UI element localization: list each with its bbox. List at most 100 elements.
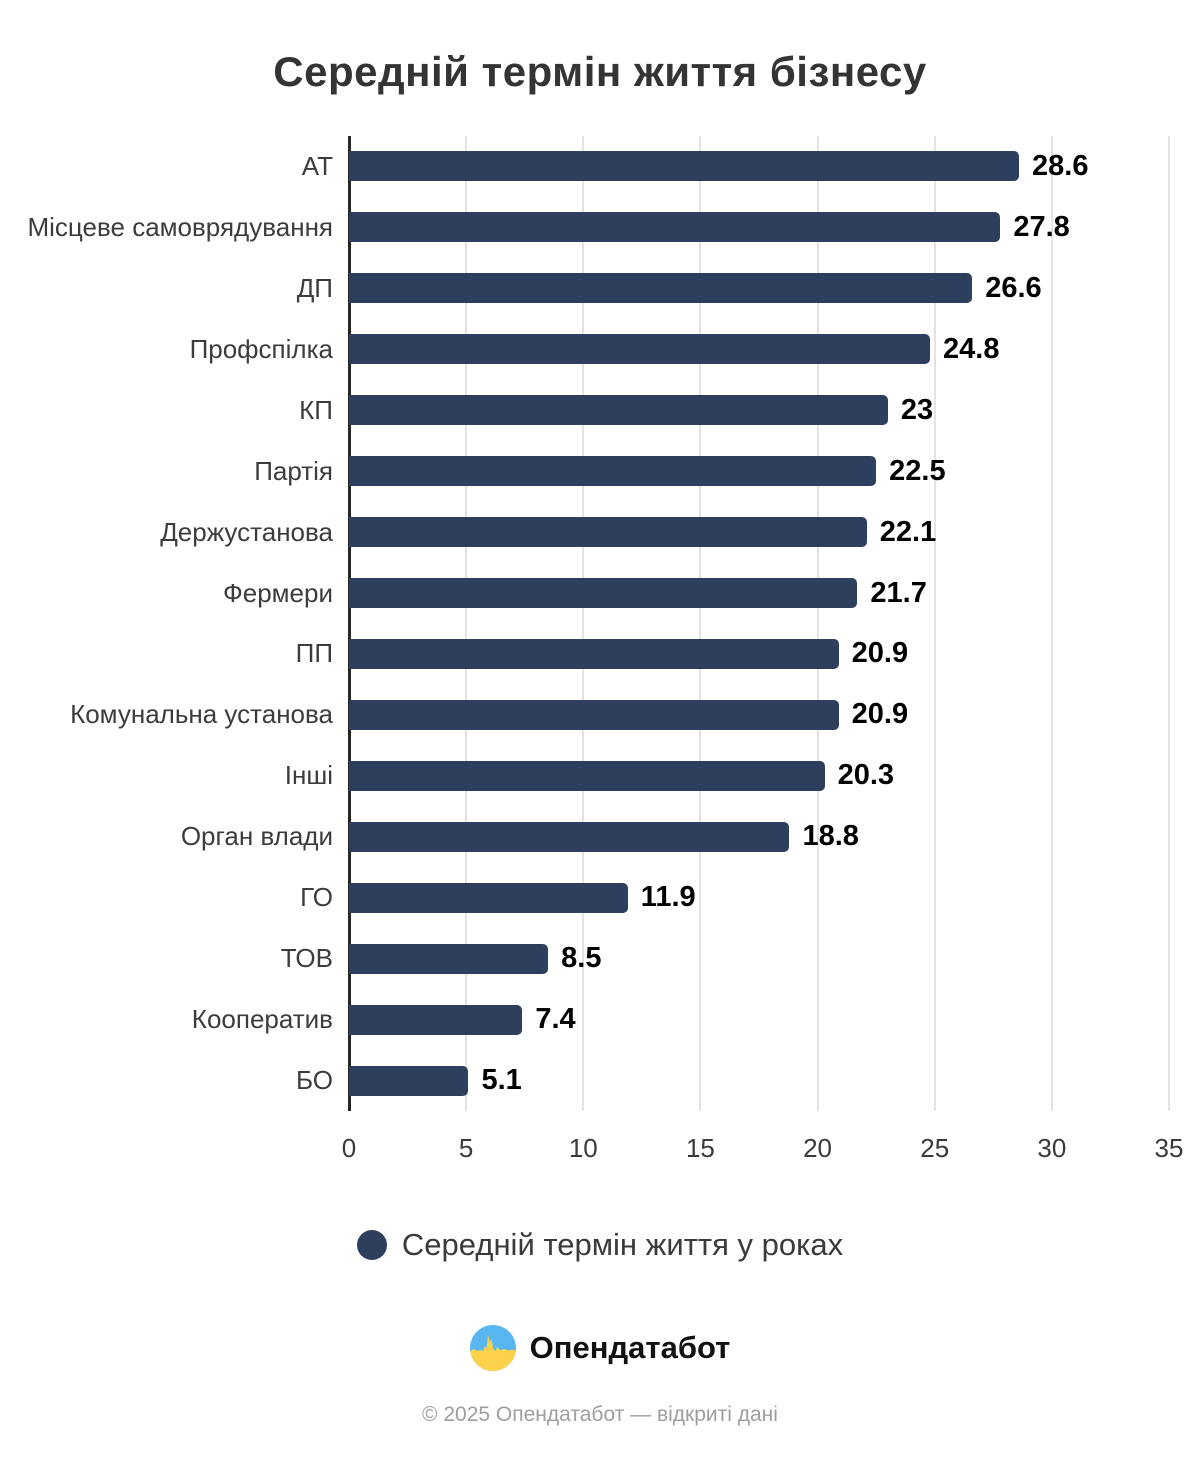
value-label: 26.6 <box>985 271 1042 304</box>
value-label: 20.9 <box>851 698 909 731</box>
bar <box>349 1065 469 1096</box>
bar <box>349 334 931 365</box>
bar <box>349 517 867 548</box>
bar-group: 20.9 <box>349 637 1169 670</box>
bar-group: 22.5 <box>349 455 1169 488</box>
table-row: Держустанова 22.1 <box>160 502 1169 563</box>
bar <box>349 760 825 791</box>
bar <box>349 151 1020 182</box>
table-row: Профспілка 24.8 <box>190 319 1169 380</box>
bar-group: 24.8 <box>349 333 1169 366</box>
bar-group: 28.6 <box>349 150 1169 183</box>
legend-marker-icon <box>356 1230 387 1260</box>
category-label: Профспілка <box>189 333 333 364</box>
bar <box>349 273 973 304</box>
x-tick-label: 35 <box>1154 1133 1184 1163</box>
category-label: БО <box>296 1065 333 1096</box>
category-label: Фермери <box>222 577 333 608</box>
gridline <box>1050 136 1053 1111</box>
gridline <box>816 136 819 1111</box>
legend-label: Середній термін життя у роках <box>401 1227 844 1262</box>
table-row: ГО 11.9 <box>300 867 1169 928</box>
bar <box>349 456 877 487</box>
table-row: БО 5.1 <box>296 1050 1169 1111</box>
category-label: КП <box>299 394 333 425</box>
value-label: 20.9 <box>851 637 909 670</box>
x-tick-label: 15 <box>685 1133 715 1163</box>
y-axis-line <box>348 136 351 1111</box>
table-row: ДП 26.6 <box>297 258 1169 319</box>
table-row: Кооператив 7.4 <box>192 989 1169 1050</box>
bar <box>349 821 790 852</box>
gridline <box>582 136 585 1111</box>
bar <box>349 578 858 609</box>
value-label: 27.8 <box>1013 210 1070 243</box>
bar-group: 23 <box>349 394 1169 427</box>
brand-name: Опендатабот <box>529 1330 731 1365</box>
table-row: Партія 22.5 <box>254 441 1169 502</box>
table-row: АТ 28.6 <box>302 136 1169 197</box>
bar-chart: АТ 28.6 Місцеве самоврядування 27.8 ДП 2… <box>0 136 1200 1111</box>
x-tick-label: 5 <box>458 1133 474 1163</box>
category-label: АТ <box>301 150 333 181</box>
bar <box>349 699 839 730</box>
bar-group: 7.4 <box>349 1003 1169 1036</box>
value-label: 22.1 <box>879 515 937 548</box>
category-label: Комунальна установа <box>70 699 333 730</box>
category-label: Держустанова <box>160 516 333 547</box>
category-label: Кооператив <box>191 1004 333 1035</box>
x-tick-label: 0 <box>341 1133 357 1163</box>
category-label: ТОВ <box>280 943 333 974</box>
value-label: 24.8 <box>943 332 1000 365</box>
bar-group: 11.9 <box>349 881 1169 914</box>
value-label: 20.3 <box>837 759 895 792</box>
value-label: 18.8 <box>802 820 859 853</box>
bar-group: 20.3 <box>349 759 1169 792</box>
table-row: Інші 20.3 <box>285 745 1169 806</box>
table-row: Орган влади 18.8 <box>181 806 1169 867</box>
x-tick-label: 10 <box>568 1133 598 1163</box>
table-row: Фермери 21.7 <box>223 563 1169 624</box>
category-label: Інші <box>284 760 333 791</box>
bar-group: 20.9 <box>349 698 1169 731</box>
value-label: 23 <box>900 393 934 426</box>
gridline <box>699 136 702 1111</box>
bar <box>349 638 839 669</box>
value-label: 22.5 <box>889 454 946 487</box>
x-axis: 0 5 10 15 20 25 30 35 <box>342 1133 1184 1169</box>
bar-group: 18.8 <box>349 820 1169 853</box>
bar-group: 27.8 <box>349 211 1169 244</box>
copyright: © 2025 Опендатабот — відкриті дані <box>422 1403 778 1426</box>
bar <box>349 943 549 974</box>
x-tick-label: 30 <box>1037 1133 1067 1163</box>
x-tick-label: 20 <box>803 1133 833 1163</box>
value-label: 28.6 <box>1032 149 1089 182</box>
chart-title: Середній термін життя бізнесу <box>273 48 927 95</box>
bar-group: 21.7 <box>349 577 1169 610</box>
table-row: КП 23 <box>299 380 1169 441</box>
bar <box>349 1004 523 1035</box>
gridline <box>1168 136 1170 1111</box>
value-label: 7.4 <box>535 1003 576 1036</box>
category-label: ДП <box>296 272 333 303</box>
plot-area: АТ 28.6 Місцеве самоврядування 27.8 ДП 2… <box>28 136 1170 1111</box>
gridline <box>933 136 936 1111</box>
category-label: Місцеве самоврядування <box>27 211 334 242</box>
opendatabot-logo-icon <box>469 1325 516 1371</box>
bar <box>349 395 888 426</box>
category-label: ГО <box>300 882 333 913</box>
bar <box>349 212 1001 243</box>
value-label: 8.5 <box>561 942 602 975</box>
bar <box>349 882 628 913</box>
x-tick-label: 25 <box>920 1133 950 1163</box>
category-label: Партія <box>254 455 333 486</box>
value-label: 21.7 <box>870 576 927 609</box>
bar-group: 5.1 <box>349 1064 1169 1097</box>
gridlines <box>348 136 1170 1111</box>
bar-group: 26.6 <box>349 272 1169 305</box>
gridline <box>465 136 468 1111</box>
rows: АТ 28.6 Місцеве самоврядування 27.8 ДП 2… <box>28 136 1169 1111</box>
table-row: Комунальна установа 20.9 <box>70 684 1169 745</box>
category-label: Орган влади <box>180 821 333 852</box>
